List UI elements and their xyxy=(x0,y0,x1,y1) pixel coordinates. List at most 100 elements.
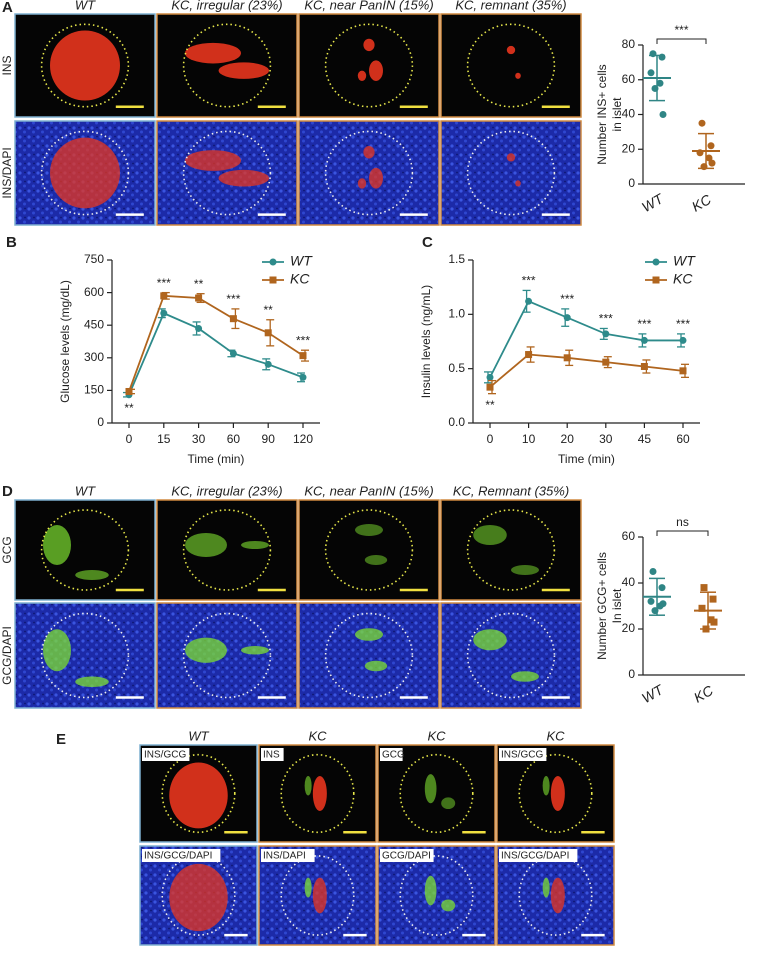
islet-outline xyxy=(182,130,272,216)
x-tick-label: 20 xyxy=(561,432,575,446)
stain xyxy=(312,776,327,811)
data-point xyxy=(708,159,716,167)
stain xyxy=(185,637,227,663)
data-point xyxy=(640,336,648,344)
data-point xyxy=(707,142,715,150)
significance: ** xyxy=(264,303,274,317)
column-header: KC xyxy=(427,728,446,743)
data-point xyxy=(647,597,655,605)
micrograph xyxy=(440,13,582,118)
y-tick-label: 40 xyxy=(622,107,636,121)
y-tick-label: 80 xyxy=(622,37,636,51)
micrograph-bg xyxy=(14,499,156,601)
x-tick-label: 10 xyxy=(522,432,536,446)
label-box xyxy=(380,748,403,761)
micrograph xyxy=(258,845,377,946)
panel-label: E xyxy=(56,731,66,748)
x-axis-label: Time (min) xyxy=(558,452,615,466)
data-point xyxy=(649,568,657,575)
data-point xyxy=(229,315,237,323)
micrograph-bg xyxy=(440,602,582,709)
y-tick-label: 0 xyxy=(97,415,104,429)
label-box xyxy=(261,849,315,862)
significance: *** xyxy=(599,312,613,326)
data-point xyxy=(679,367,687,375)
stain xyxy=(43,629,71,672)
column-header: KC, irregular (23%) xyxy=(171,0,282,12)
y-axis-label: Insulin levels (ng/mL) xyxy=(419,285,433,398)
micrograph xyxy=(377,845,496,946)
stain xyxy=(75,570,109,580)
y-axis-label: Glucose levels (mg/dL) xyxy=(58,280,72,403)
tile-label: INS/GCG xyxy=(501,750,543,761)
micrograph-bg xyxy=(14,602,156,709)
data-point xyxy=(700,584,708,592)
y-tick-label: 300 xyxy=(84,350,104,364)
tile-label: INS/GCG/DAPI xyxy=(501,851,569,862)
data-point xyxy=(640,362,648,370)
x-tick-label: 60 xyxy=(676,432,690,446)
column-header: WT xyxy=(75,0,96,12)
data-point xyxy=(486,383,494,391)
significance: *** xyxy=(226,292,240,306)
y-tick-label: 0 xyxy=(628,176,635,190)
stain xyxy=(511,671,539,682)
micrograph xyxy=(440,602,582,709)
data-point xyxy=(125,387,133,395)
significance: *** xyxy=(676,317,690,331)
x-tick-label: 0 xyxy=(487,432,494,446)
column-header: KC, remnant (35%) xyxy=(455,0,566,12)
significance: ns xyxy=(676,515,689,529)
x-tick-label: 60 xyxy=(227,432,241,446)
significance-bracket xyxy=(656,38,707,44)
stain xyxy=(241,541,269,549)
legend-marker xyxy=(652,258,660,266)
label-box xyxy=(142,849,221,862)
y-tick-label: 1.5 xyxy=(448,252,465,266)
significance: ** xyxy=(124,401,134,415)
micrograph xyxy=(156,120,298,226)
islet-outline xyxy=(182,509,272,591)
y-tick-label: 150 xyxy=(84,383,104,397)
stain xyxy=(218,169,269,187)
stain xyxy=(304,776,312,796)
legend-label: KC xyxy=(290,271,310,287)
x-tick-label: 30 xyxy=(192,432,206,446)
y-tick-label: 0 xyxy=(628,667,635,681)
y-tick-label: 20 xyxy=(622,141,636,155)
data-point xyxy=(705,154,713,162)
y-tick-label: 60 xyxy=(622,72,636,86)
micrograph xyxy=(156,13,298,118)
panel-label: B xyxy=(6,234,17,251)
series-line xyxy=(128,294,304,392)
label-box xyxy=(499,849,578,862)
micrograph xyxy=(298,499,440,601)
data-point xyxy=(195,294,203,302)
islet-outline xyxy=(399,855,474,936)
data-point xyxy=(525,297,533,305)
column-header: KC xyxy=(308,728,327,743)
stain xyxy=(363,38,375,52)
x-tick-label: WT xyxy=(639,681,667,706)
panel-label: D xyxy=(2,483,13,500)
data-point xyxy=(602,358,610,366)
x-tick-label: KC xyxy=(689,191,715,215)
stain xyxy=(506,45,516,55)
row-label: INS xyxy=(0,55,14,75)
series-line xyxy=(489,353,684,388)
micrograph xyxy=(298,13,440,118)
data-point xyxy=(658,584,666,592)
legend-marker xyxy=(652,276,660,284)
data-point xyxy=(525,351,533,359)
stain xyxy=(357,70,367,81)
micrograph xyxy=(139,845,258,946)
x-tick-label: 30 xyxy=(599,432,613,446)
micrograph xyxy=(14,13,156,118)
significance-bracket xyxy=(656,530,709,536)
data-point xyxy=(679,336,687,344)
islet-outline xyxy=(324,23,414,108)
significance: *** xyxy=(560,292,574,306)
islet-outline xyxy=(40,130,130,216)
